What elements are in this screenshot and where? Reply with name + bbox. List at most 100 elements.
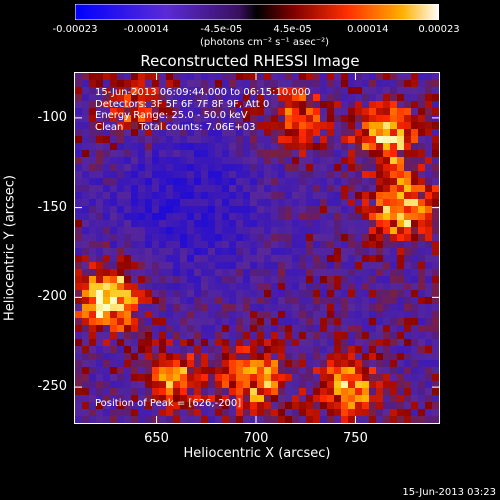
- heatmap-cell: [180, 339, 188, 347]
- heatmap-cell: [138, 94, 146, 102]
- heatmap-cell: [306, 283, 314, 291]
- heatmap-cell: [257, 171, 265, 179]
- heatmap-cell: [229, 416, 237, 423]
- heatmap-cell: [222, 290, 230, 298]
- heatmap-cell: [215, 157, 223, 165]
- heatmap-cell: [201, 318, 209, 326]
- heatmap-cell: [159, 122, 167, 130]
- heatmap-cell: [404, 304, 412, 312]
- heatmap-cell: [152, 227, 160, 235]
- heatmap-cell: [271, 332, 279, 340]
- heatmap-cell: [376, 227, 384, 235]
- heatmap-cell: [208, 101, 216, 109]
- heatmap-cell: [369, 80, 377, 88]
- heatmap-cell: [159, 388, 167, 396]
- heatmap-cell: [222, 332, 230, 340]
- heatmap-cell: [432, 262, 439, 270]
- heatmap-cell: [215, 234, 223, 242]
- heatmap-cell: [334, 115, 342, 123]
- heatmap-cell: [103, 178, 111, 186]
- heatmap-cell: [96, 192, 104, 200]
- heatmap-cell: [404, 227, 412, 235]
- heatmap-cell: [383, 262, 391, 270]
- heatmap-cell: [404, 80, 412, 88]
- heatmap-cell: [278, 171, 286, 179]
- heatmap-cell: [124, 297, 132, 305]
- heatmap-cell: [173, 290, 181, 298]
- heatmap-cell: [292, 136, 300, 144]
- heatmap-cell: [180, 185, 188, 193]
- heatmap-cell: [320, 402, 328, 410]
- heatmap-cell: [159, 283, 167, 291]
- heatmap-cell: [201, 360, 209, 368]
- heatmap-cell: [131, 248, 139, 256]
- heatmap-cell: [313, 353, 321, 361]
- heatmap-cell: [75, 192, 83, 200]
- heatmap-cell: [222, 220, 230, 228]
- heatmap-cell: [89, 87, 97, 95]
- heatmap-cell: [376, 360, 384, 368]
- heatmap-cell: [82, 136, 90, 144]
- heatmap-cell: [348, 73, 356, 81]
- heatmap-cell: [180, 276, 188, 284]
- heatmap-cell: [418, 367, 426, 375]
- heatmap-cell: [236, 115, 244, 123]
- heatmap-cell: [131, 332, 139, 340]
- heatmap-cell: [257, 402, 265, 410]
- heatmap-cell: [138, 339, 146, 347]
- heatmap-cell: [390, 248, 398, 256]
- heatmap-cell: [411, 304, 419, 312]
- heatmap-cell: [411, 206, 419, 214]
- heatmap-cell: [250, 150, 258, 158]
- heatmap-cell: [376, 325, 384, 333]
- heatmap-cell: [390, 367, 398, 375]
- heatmap-cell: [138, 262, 146, 270]
- heatmap-cell: [75, 332, 83, 340]
- heatmap-cell: [138, 234, 146, 242]
- heatmap-cell: [418, 346, 426, 354]
- heatmap-cell: [411, 192, 419, 200]
- heatmap-cell: [432, 143, 439, 151]
- heatmap-cell: [369, 206, 377, 214]
- heatmap-cell: [369, 367, 377, 375]
- heatmap-cell: [292, 318, 300, 326]
- heatmap-cell: [229, 164, 237, 172]
- heatmap-cell: [341, 353, 349, 361]
- heatmap-cell: [390, 80, 398, 88]
- heatmap-cell: [243, 353, 251, 361]
- heatmap-cell: [271, 388, 279, 396]
- heatmap-cell: [278, 94, 286, 102]
- heatmap-cell: [208, 108, 216, 116]
- heatmap-cell: [208, 199, 216, 207]
- heatmap-cell: [180, 402, 188, 410]
- heatmap-cell: [278, 248, 286, 256]
- heatmap-cell: [285, 276, 293, 284]
- heatmap-cell: [383, 87, 391, 95]
- heatmap-cell: [341, 101, 349, 109]
- heatmap-cell: [173, 276, 181, 284]
- heatmap-cell: [292, 367, 300, 375]
- heatmap-cell: [271, 297, 279, 305]
- heatmap-cell: [187, 332, 195, 340]
- heatmap-cell: [411, 388, 419, 396]
- heatmap-cell: [369, 332, 377, 340]
- heatmap-cell: [75, 283, 83, 291]
- heatmap-cell: [278, 164, 286, 172]
- heatmap-cell: [131, 367, 139, 375]
- heatmap-cell: [369, 381, 377, 389]
- y-tick-label: -150: [37, 199, 67, 215]
- heatmap-cell: [425, 94, 433, 102]
- heatmap-cell: [75, 178, 83, 186]
- heatmap-cell: [180, 346, 188, 354]
- heatmap-cell: [418, 290, 426, 298]
- heatmap-cell: [341, 87, 349, 95]
- heatmap-cell: [173, 269, 181, 277]
- heatmap-cell: [299, 73, 307, 81]
- heatmap-cell: [306, 115, 314, 123]
- heatmap-cell: [264, 101, 272, 109]
- heatmap-cell: [271, 213, 279, 221]
- heatmap-cell: [243, 108, 251, 116]
- heatmap-cell: [110, 101, 118, 109]
- heatmap-cell: [180, 325, 188, 333]
- heatmap-cell: [390, 374, 398, 382]
